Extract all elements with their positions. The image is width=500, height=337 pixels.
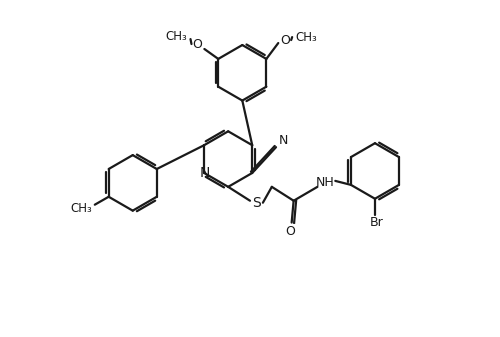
Text: CH₃: CH₃ — [70, 202, 92, 215]
Text: N: N — [278, 134, 287, 147]
Text: CH₃: CH₃ — [166, 30, 188, 42]
Text: O: O — [286, 225, 296, 238]
Text: NH: NH — [316, 176, 334, 189]
Text: N: N — [200, 166, 210, 180]
Text: Br: Br — [370, 216, 384, 229]
Text: S: S — [252, 196, 262, 210]
Text: O: O — [192, 37, 202, 51]
Text: O: O — [280, 34, 290, 47]
Text: CH₃: CH₃ — [295, 31, 317, 43]
